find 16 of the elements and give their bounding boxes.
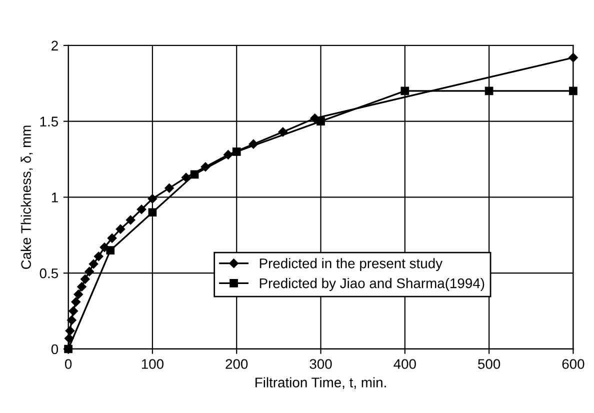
y-axis-title: Cake Thickness, δ, mm bbox=[20, 126, 33, 269]
y-tick-label: 0 bbox=[51, 344, 58, 354]
legend-label: Predicted by Jiao and Sharma(1994) bbox=[260, 278, 484, 291]
legend-label: Predicted in the present study bbox=[260, 258, 443, 272]
x-axis-title: Filtration Time, t, min. bbox=[256, 377, 386, 390]
y-tick-label: 0.5 bbox=[40, 268, 58, 278]
y-tick-label: 2 bbox=[52, 40, 58, 50]
x-tick-label: 600 bbox=[562, 359, 584, 369]
x-tick-label: 400 bbox=[394, 359, 416, 369]
x-tick-label: 100 bbox=[142, 359, 164, 369]
y-tick-label: 1.5 bbox=[40, 116, 58, 126]
x-tick-label: 200 bbox=[226, 359, 248, 369]
x-tick-label: 0 bbox=[64, 359, 72, 369]
x-tick-label: 300 bbox=[310, 359, 332, 369]
y-tick-label: 1 bbox=[52, 192, 58, 202]
x-tick-label: 500 bbox=[478, 359, 500, 369]
